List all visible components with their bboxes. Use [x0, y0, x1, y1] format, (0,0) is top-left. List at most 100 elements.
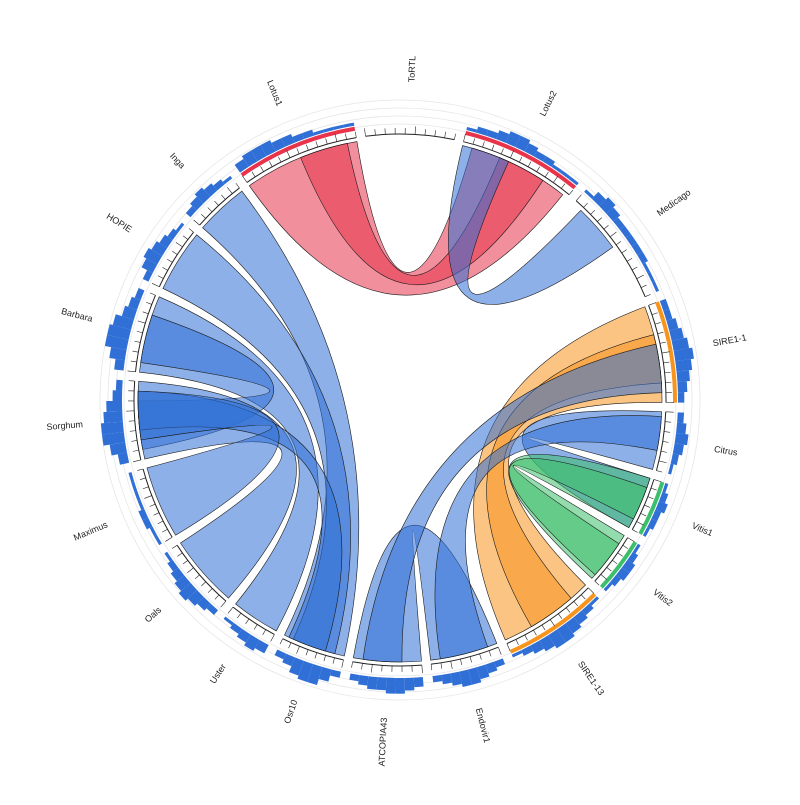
axis-tick	[422, 665, 423, 673]
segment-axis	[366, 134, 455, 140]
axis-tick	[201, 214, 205, 218]
axis-tick	[263, 630, 266, 635]
axis-tick	[645, 294, 651, 296]
axis-tick	[134, 341, 140, 342]
axis-tick	[610, 232, 616, 237]
axis-tick	[622, 250, 627, 253]
axis-tick	[133, 460, 141, 462]
axis-tick	[473, 138, 475, 144]
axis-tick	[665, 372, 671, 373]
axis-tick	[623, 545, 628, 548]
axis-tick	[628, 538, 635, 542]
axis-tick	[133, 450, 139, 451]
axis-tick	[131, 440, 137, 441]
histogram-bar	[405, 678, 415, 691]
segment-label: Oals	[143, 604, 164, 624]
histogram-bar	[376, 677, 386, 690]
axis-tick	[362, 663, 363, 669]
segment-label: Endovir1	[474, 707, 492, 744]
axis-tick	[662, 352, 670, 353]
axis-tick	[187, 568, 193, 573]
axis-tick	[137, 469, 143, 471]
axis-tick	[516, 639, 519, 644]
axis-tick	[470, 657, 472, 663]
segment-label: ToRTL	[406, 56, 417, 83]
axis-tick	[652, 313, 658, 315]
histogram-bar	[367, 676, 377, 689]
axis-tick	[659, 461, 667, 463]
axis-tick	[177, 553, 182, 556]
histogram-bar	[116, 380, 123, 391]
axis-tick	[435, 130, 436, 136]
axis-tick	[278, 157, 281, 162]
axis-tick	[528, 162, 531, 167]
axis-tick	[492, 145, 494, 151]
axis-tick	[165, 537, 172, 541]
axis-tick	[566, 608, 570, 613]
segment-label: Vitis2	[651, 587, 674, 608]
axis-tick	[194, 220, 200, 225]
histogram-bar	[344, 123, 355, 128]
axis-tick	[246, 619, 249, 624]
histogram-bar	[386, 678, 396, 694]
axis-tick	[649, 302, 656, 305]
axis-tick	[574, 601, 578, 606]
axis-tick	[143, 487, 149, 489]
axis-tick	[627, 258, 632, 261]
axis-tick	[237, 613, 241, 618]
axis-tick	[364, 128, 365, 136]
segment-label: HOPIE	[105, 211, 134, 234]
segment-label: SIRE1-13	[576, 659, 606, 697]
axis-tick	[441, 663, 442, 669]
axis-tick	[326, 138, 328, 144]
axis-tick	[297, 148, 299, 154]
axis-tick	[158, 521, 163, 524]
axis-tick	[498, 647, 501, 654]
axis-tick	[183, 560, 188, 564]
segment-label: Maximus	[72, 519, 110, 542]
axis-tick	[345, 134, 346, 140]
axis-tick	[542, 625, 545, 630]
segment-label: ATCOPIA43	[377, 717, 389, 766]
histogram-bar	[358, 675, 368, 686]
axis-tick	[252, 172, 255, 177]
axis-tick	[335, 134, 337, 142]
axis-tick	[137, 331, 143, 333]
axis-tick	[451, 661, 453, 669]
axis-tick	[454, 134, 455, 140]
segment-label: Lotus2	[538, 89, 559, 118]
axis-tick	[236, 183, 240, 188]
axis-tick	[254, 624, 257, 629]
axis-tick	[648, 497, 654, 499]
histogram-bar	[114, 359, 125, 371]
axis-tick	[576, 195, 581, 201]
axis-tick	[663, 362, 669, 363]
axis-tick	[150, 293, 156, 295]
axis-tick	[261, 166, 264, 171]
axis-tick	[525, 635, 528, 640]
axis-tick	[172, 545, 177, 548]
axis-tick	[269, 161, 272, 166]
axis-tick	[660, 342, 666, 343]
histogram-bar	[675, 359, 692, 371]
axis-tick	[154, 513, 159, 516]
axis-tick	[597, 218, 601, 222]
axis-tick	[558, 614, 562, 619]
histogram-bar	[103, 411, 122, 423]
segment-label: Uster	[208, 662, 228, 685]
axis-tick	[604, 225, 609, 229]
axis-tick	[375, 129, 376, 135]
axis-tick	[371, 665, 372, 673]
axis-tick	[445, 132, 446, 138]
axis-tick	[158, 276, 163, 279]
histogram-bar	[432, 675, 442, 682]
ribbons	[138, 142, 662, 662]
axis-tick	[545, 172, 548, 177]
axis-tick	[138, 321, 146, 323]
histogram-bar	[106, 401, 122, 412]
histogram-bar	[330, 669, 341, 677]
histogram-bar	[414, 677, 424, 687]
axis-tick	[663, 441, 669, 442]
axis-tick	[172, 251, 177, 254]
